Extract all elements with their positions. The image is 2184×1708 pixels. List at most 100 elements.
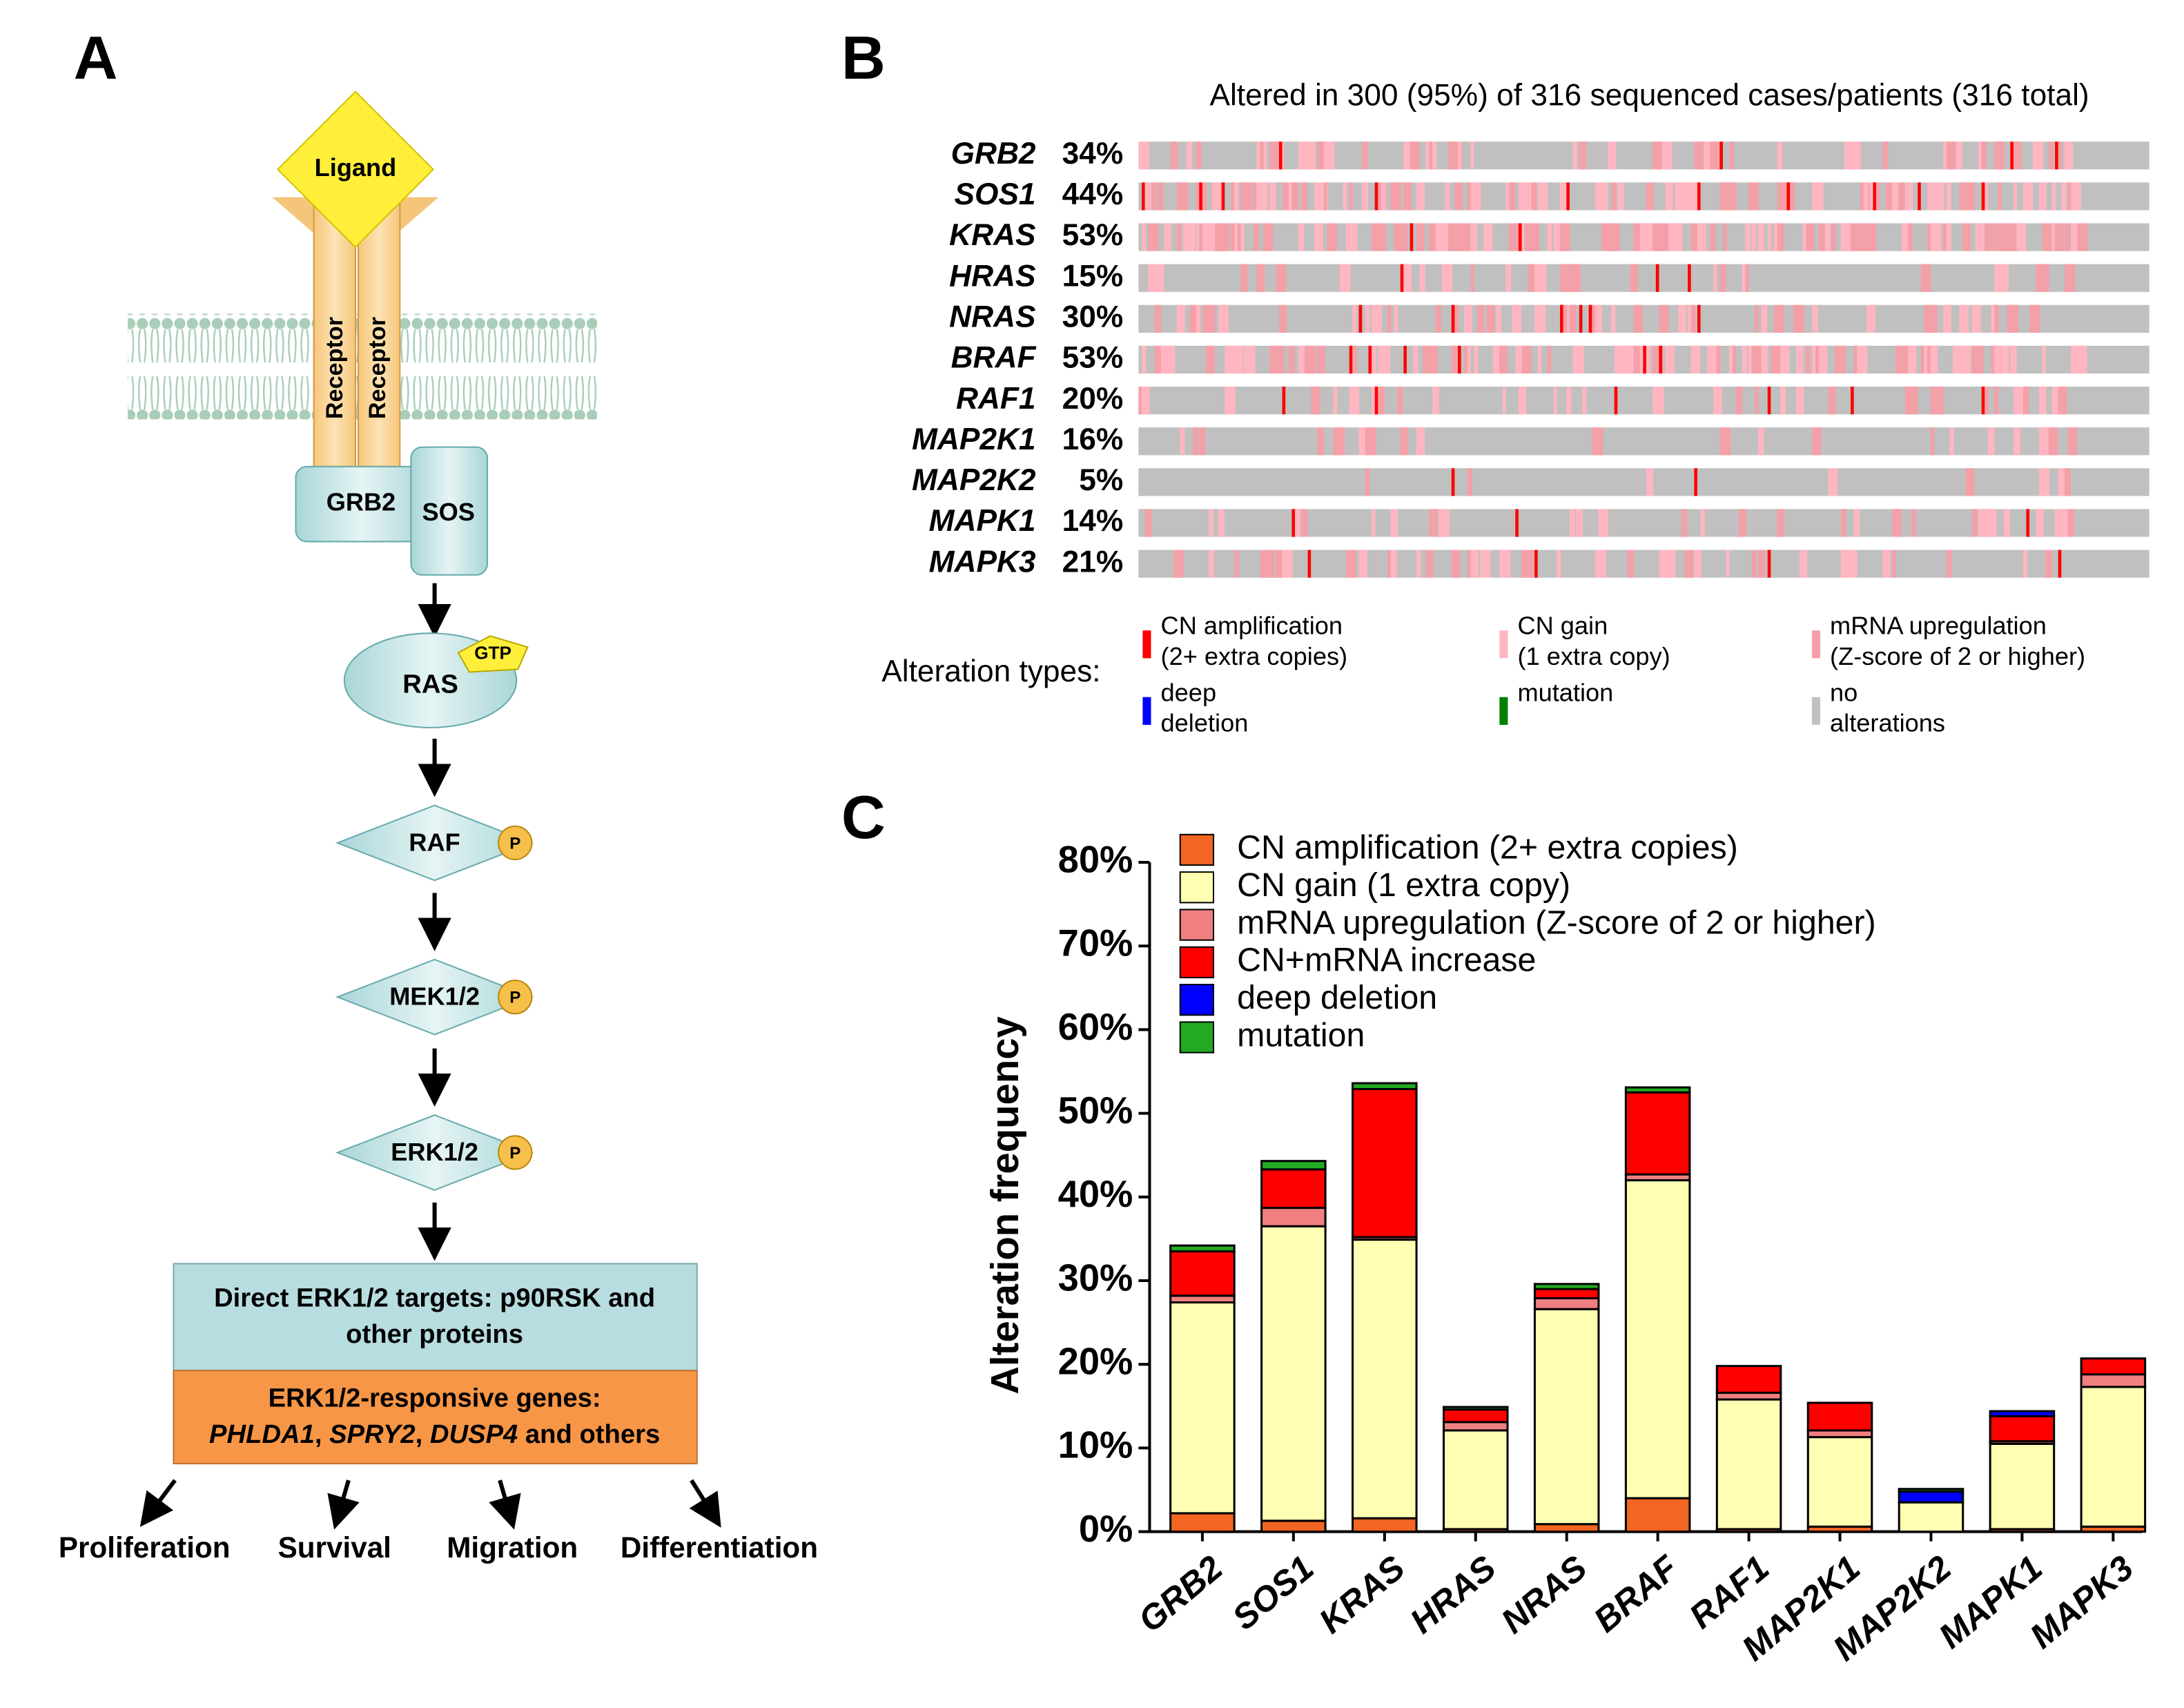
case [1943, 223, 1948, 251]
case [1719, 142, 1723, 170]
case [1218, 304, 1229, 333]
case [1521, 345, 1532, 374]
case [1812, 304, 1818, 333]
case [1515, 304, 1521, 333]
case [1397, 386, 1403, 415]
y-tick-label: 80% [1058, 838, 1133, 880]
case [1800, 345, 1804, 374]
case [1566, 182, 1570, 211]
case [1933, 182, 1944, 211]
case [1269, 182, 1274, 211]
case [2055, 142, 2063, 170]
box-text-part: DUSP4 [430, 1419, 518, 1449]
bar-segment [1442, 1406, 1509, 1411]
case [1690, 345, 1701, 374]
case [2051, 182, 2056, 211]
case [1985, 386, 1989, 415]
case [1454, 182, 1463, 211]
case [1374, 182, 1378, 211]
case [1209, 509, 1214, 537]
case [1956, 142, 1962, 170]
case [1796, 386, 1804, 415]
case [1387, 304, 1392, 333]
gene-label: MAPK1 [929, 504, 1036, 538]
case [1470, 550, 1479, 578]
case [1662, 142, 1666, 170]
case [1323, 182, 1327, 211]
case [1372, 304, 1383, 333]
case [1425, 142, 1431, 170]
case [1981, 182, 1989, 211]
box-text-part: and others [518, 1419, 660, 1449]
case [1234, 182, 1239, 211]
case [1278, 304, 1287, 333]
case [1800, 550, 1808, 578]
case [1429, 345, 1438, 374]
case [1892, 182, 1899, 211]
case [1333, 386, 1338, 415]
case [2064, 142, 2074, 170]
case [1221, 223, 1228, 251]
case [1630, 345, 1635, 374]
case [1841, 223, 1851, 251]
case [1531, 223, 1539, 251]
case [1646, 223, 1650, 251]
case [1160, 345, 1166, 374]
case [1751, 550, 1757, 578]
case [1646, 182, 1654, 211]
case [1537, 345, 1542, 374]
legend-label: CN gain (1 extra copy) [1237, 866, 1570, 904]
case [1528, 264, 1536, 292]
bar-segment [1898, 1490, 1964, 1504]
case [1227, 345, 1239, 374]
case [1697, 304, 1701, 333]
sos-label: SOS [422, 498, 475, 526]
case [1164, 345, 1169, 374]
case [1352, 304, 1357, 333]
case [1646, 468, 1653, 496]
case [1400, 427, 1409, 456]
case [2022, 386, 2029, 415]
bar-segment [1715, 1398, 1782, 1531]
case [1560, 182, 1568, 211]
case [2067, 509, 2075, 537]
outcome: Survival [278, 1531, 391, 1564]
case [1818, 345, 1828, 374]
case [1537, 182, 1548, 211]
case [1851, 223, 1858, 251]
case [1777, 142, 1783, 170]
outcome: Migration [447, 1531, 578, 1564]
case [1534, 304, 1546, 333]
case [1509, 182, 1516, 211]
case [1713, 264, 1717, 292]
case [1231, 223, 1236, 251]
case [1400, 223, 1408, 251]
case [1627, 550, 1635, 578]
gene-label: SOS1 [954, 177, 1035, 211]
case [2064, 264, 2076, 292]
bar-segment [2080, 1357, 2147, 1376]
case [2013, 427, 2020, 456]
case [1892, 509, 1902, 537]
bar-segment [1624, 1497, 1691, 1533]
gene-pct: 14% [1062, 504, 1124, 538]
case [1655, 264, 1659, 292]
case [1863, 182, 1869, 211]
case [1592, 427, 1603, 456]
case [1272, 345, 1278, 374]
case [1269, 142, 1280, 170]
case [1298, 223, 1305, 251]
gene-pct: 15% [1062, 259, 1124, 293]
case [1457, 142, 1462, 170]
case [1499, 550, 1511, 578]
case [1451, 550, 1461, 578]
case [2013, 182, 2017, 211]
case [1882, 142, 1889, 170]
case [1633, 304, 1644, 333]
case [2067, 427, 2078, 456]
case [1480, 550, 1491, 578]
case [1307, 550, 1312, 578]
case [1572, 345, 1585, 374]
case [1368, 345, 1377, 374]
